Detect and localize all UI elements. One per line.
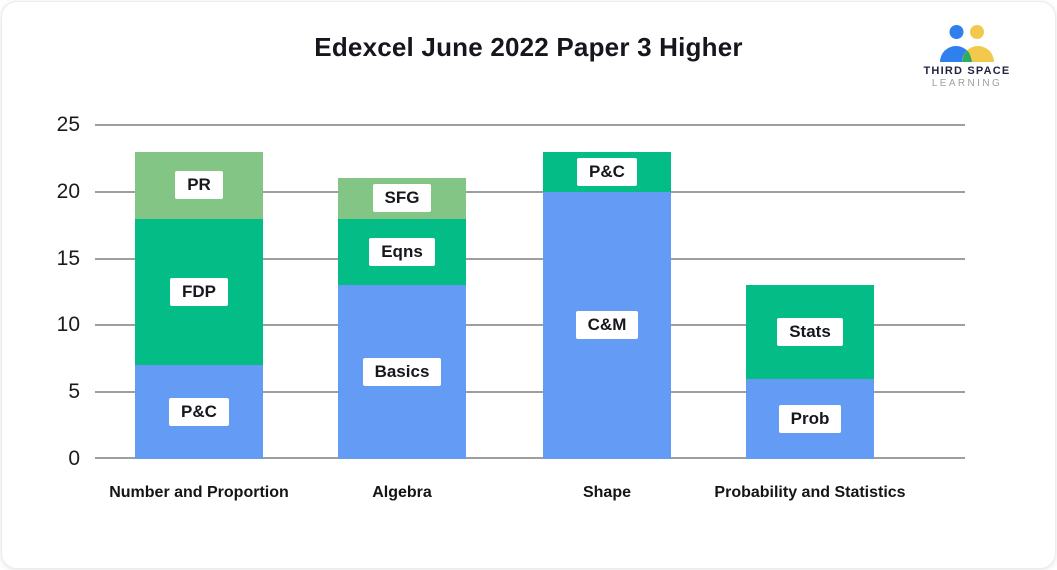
segment-label: Prob	[778, 404, 842, 433]
bar-segment-number-and-proportion: FDP	[135, 218, 263, 366]
y-tick-label-25: 25	[56, 113, 80, 136]
bar-segment-shape: C&M	[543, 191, 671, 459]
bar-segment-number-and-proportion: PR	[135, 151, 263, 219]
bar-segment-algebra: SFG	[338, 178, 466, 219]
brand-logo-icon	[940, 25, 994, 62]
segment-label: C&M	[575, 311, 639, 340]
x-category-label-algebra: Algebra	[372, 484, 432, 501]
brand-name-secondary: LEARNING	[931, 78, 1003, 89]
y-tick-label-15: 15	[56, 246, 80, 270]
y-tick-label-10: 10	[56, 313, 80, 337]
segment-label: P&C	[577, 157, 637, 186]
plot-area: P&C FDP PR Basics Eqns SFG C&M P&C Prob Stats	[95, 124, 965, 459]
gridline-10	[95, 324, 965, 327]
brand-name-primary: THIRD SPACE	[923, 65, 1011, 77]
bar-segment-algebra: Basics	[338, 285, 466, 459]
segment-label: PR	[175, 171, 223, 200]
segment-label: SFG	[372, 184, 432, 213]
segment-label: FDP	[170, 278, 228, 306]
y-tick-label-5: 5	[68, 380, 80, 404]
bar-shape: C&M P&C	[543, 151, 671, 459]
brand-logo: THIRD SPACE LEARNING	[907, 24, 1027, 89]
y-tick-label-20: 20	[56, 179, 80, 203]
gridline-5	[95, 391, 965, 394]
chart-title: Edexcel June 2022 Paper 3 Higher	[314, 32, 743, 62]
bar-segment-probability-and-statistics: Prob	[746, 378, 874, 459]
segment-label: Stats	[777, 318, 843, 347]
gridline-20	[95, 190, 965, 193]
bar-number-and-proportion: P&C FDP PR	[135, 151, 263, 459]
bar-segment-number-and-proportion: P&C	[135, 365, 263, 459]
bar-probability-and-statistics: Prob Stats	[746, 285, 874, 459]
gridline-25	[95, 124, 965, 126]
x-category-label-number-and-proportion: Number and Proportion	[109, 484, 289, 501]
segment-label: Eqns	[369, 237, 435, 266]
bar-segment-shape: P&C	[543, 151, 671, 192]
x-category-label-probability-and-statistics: Probability and Statistics	[714, 484, 906, 501]
gridline-0	[95, 457, 965, 459]
y-tick-label-0: 0	[68, 447, 80, 470]
bar-segment-probability-and-statistics: Stats	[746, 285, 874, 379]
x-category-label-shape: Shape	[582, 484, 631, 501]
segment-label: P&C	[169, 398, 229, 427]
bar-segment-algebra: Eqns	[338, 218, 466, 286]
segment-label: Basics	[362, 358, 442, 387]
gridline-15	[95, 257, 965, 260]
bar-algebra: Basics Eqns SFG	[338, 178, 466, 459]
